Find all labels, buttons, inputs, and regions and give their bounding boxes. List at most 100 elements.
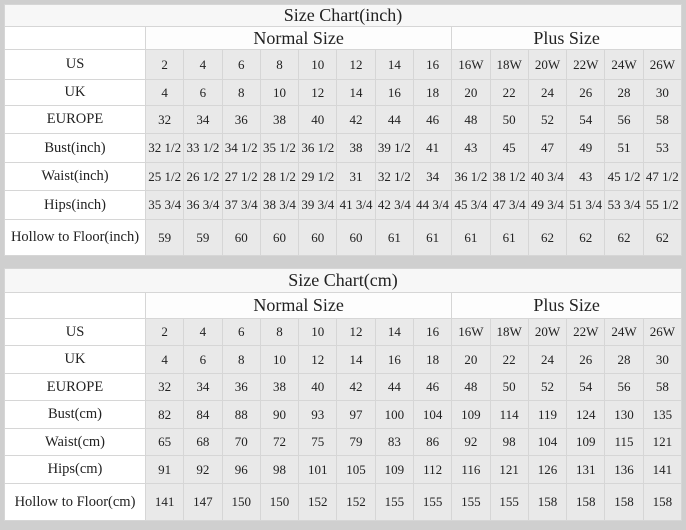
size-value-cell: 96 <box>221 455 261 484</box>
size-value-cell: 34 <box>183 373 223 401</box>
size-value-cell: 98 <box>259 455 300 484</box>
size-value-cell: 82 <box>144 400 185 429</box>
row-label: US <box>4 49 146 80</box>
size-value-cell: 46 <box>412 373 453 401</box>
size-value-cell: 4 <box>144 345 185 374</box>
size-value-cell: 18 <box>412 79 453 106</box>
size-value-cell: 26 <box>566 79 606 106</box>
size-value-cell: 158 <box>566 483 606 521</box>
row-label: EUROPE <box>4 373 146 401</box>
size-value-cell: 16W <box>451 49 491 80</box>
size-value-cell: 30 <box>642 345 683 374</box>
size-value-cell: 56 <box>604 373 644 401</box>
size-value-cell: 28 <box>604 79 644 106</box>
size-value-cell: 58 <box>642 373 683 401</box>
size-value-cell: 4 <box>144 79 185 106</box>
table-row: EUROPE 32 34 36 38 40 42 44 46 48 50 52 54 56 58 <box>4 373 683 401</box>
size-value-cell: 50 <box>489 105 529 134</box>
size-value-cell: 16 <box>412 318 453 346</box>
size-value-cell: 52 <box>527 373 568 401</box>
size-value-cell: 26W <box>642 49 683 80</box>
size-value-cell: 32 1/2 <box>374 162 414 191</box>
size-value-cell: 61 <box>451 219 491 256</box>
size-value-cell: 44 <box>374 105 414 134</box>
size-value-cell: 38 <box>259 373 300 401</box>
size-value-cell: 101 <box>298 455 338 484</box>
size-value-cell: 48 <box>451 105 491 134</box>
size-value-cell: 158 <box>604 483 644 521</box>
size-value-cell: 155 <box>374 483 414 521</box>
size-value-cell: 8 <box>221 79 261 106</box>
size-value-cell: 24W <box>604 318 644 346</box>
size-value-cell: 12 <box>336 318 376 346</box>
size-value-cell: 25 1/2 <box>144 162 185 191</box>
size-value-cell: 12 <box>336 49 376 80</box>
size-value-cell: 100 <box>374 400 414 429</box>
size-value-cell: 155 <box>489 483 529 521</box>
normal-size-header: Normal Size <box>144 26 453 50</box>
table-row: Bust(cm) 82 84 88 90 93 97 100 104 109 114 119 124 13… <box>4 400 683 429</box>
size-value-cell: 136 <box>604 455 644 484</box>
size-value-cell: 141 <box>642 455 683 484</box>
size-value-cell: 36 1/2 <box>451 162 491 191</box>
size-value-cell: 92 <box>451 428 491 456</box>
size-value-cell: 35 1/2 <box>259 133 300 163</box>
chart-title: Size Chart(inch) <box>4 4 682 27</box>
size-value-cell: 36 <box>221 105 261 134</box>
size-value-cell: 98 <box>489 428 529 456</box>
row-label: Waist(inch) <box>4 162 146 191</box>
size-value-cell: 6 <box>221 49 261 80</box>
size-value-cell: 62 <box>642 219 683 256</box>
size-value-cell: 88 <box>221 400 261 429</box>
size-value-cell: 33 1/2 <box>183 133 223 163</box>
size-value-cell: 84 <box>183 400 223 429</box>
size-value-cell: 68 <box>183 428 223 456</box>
size-value-cell: 41 3/4 <box>336 190 376 220</box>
size-value-cell: 47 3/4 <box>489 190 529 220</box>
table-row: Hips(inch) 35 3/4 36 3/4 37 3/4 38 3/4 39 3/4… <box>4 190 683 220</box>
table-row: UK 4 6 8 10 12 14 16 18 20 22 24 26 28 30 <box>4 345 683 374</box>
size-value-cell: 109 <box>451 400 491 429</box>
size-value-cell: 86 <box>412 428 453 456</box>
size-value-cell: 62 <box>527 219 568 256</box>
size-value-cell: 45 <box>489 133 529 163</box>
size-value-cell: 24 <box>527 345 568 374</box>
size-value-cell: 18W <box>489 49 529 80</box>
size-value-cell: 61 <box>489 219 529 256</box>
size-value-cell: 109 <box>374 455 414 484</box>
size-value-cell: 30 <box>642 79 683 106</box>
size-value-cell: 38 <box>336 133 376 163</box>
size-value-cell: 39 1/2 <box>374 133 414 163</box>
size-value-cell: 32 <box>144 373 185 401</box>
size-value-cell: 40 <box>298 105 338 134</box>
size-value-cell: 29 1/2 <box>298 162 338 191</box>
size-value-cell: 147 <box>183 483 223 521</box>
size-value-cell: 16 <box>374 79 414 106</box>
size-value-cell: 91 <box>144 455 185 484</box>
size-value-cell: 42 <box>336 373 376 401</box>
row-label: Waist(cm) <box>4 428 146 456</box>
size-value-cell: 61 <box>374 219 414 256</box>
size-value-cell: 150 <box>259 483 300 521</box>
size-value-cell: 51 <box>604 133 644 163</box>
row-label: UK <box>4 79 146 106</box>
size-value-cell: 115 <box>604 428 644 456</box>
size-value-cell: 150 <box>221 483 261 521</box>
size-value-cell: 10 <box>259 345 300 374</box>
size-value-cell: 10 <box>259 79 300 106</box>
size-value-cell: 32 <box>144 105 185 134</box>
size-value-cell: 124 <box>566 400 606 429</box>
size-value-cell: 22W <box>566 318 606 346</box>
size-value-cell: 35 3/4 <box>144 190 185 220</box>
empty-corner-cell <box>4 26 146 50</box>
table-row: Hollow to Floor(cm) 141 147 150 150 152 152 155… <box>4 483 683 521</box>
size-value-cell: 6 <box>221 318 261 346</box>
size-value-cell: 14 <box>374 49 414 80</box>
size-value-cell: 6 <box>183 79 223 106</box>
size-value-cell: 105 <box>336 455 376 484</box>
row-label: Bust(cm) <box>4 400 146 429</box>
size-value-cell: 60 <box>298 219 338 256</box>
size-value-cell: 60 <box>221 219 261 256</box>
size-value-cell: 42 <box>336 105 376 134</box>
size-value-cell: 34 <box>412 162 453 191</box>
